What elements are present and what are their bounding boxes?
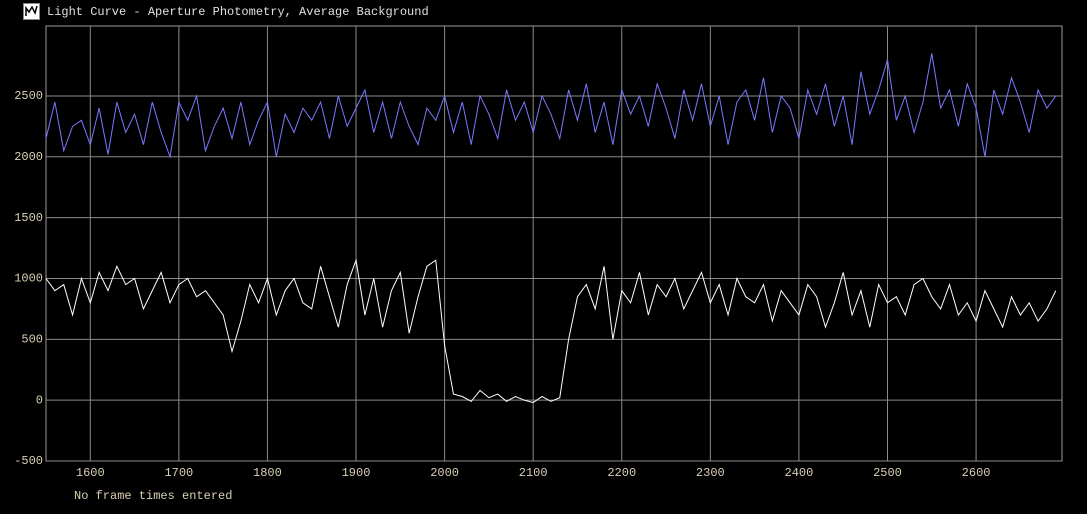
y-tick-label: 500: [21, 332, 43, 346]
x-tick-label: 2400: [785, 466, 814, 480]
light-curve: [45, 258, 1057, 404]
y-tick-label: -500: [14, 454, 43, 468]
chart: No frame times entered -500 0 500 1000 1500 2…: [14, 25, 1063, 503]
x-tick-label: 2000: [430, 466, 459, 480]
x-tick-label: 2500: [873, 466, 902, 480]
window-title: Light Curve - Aperture Photometry, Avera…: [47, 5, 429, 19]
y-tick-label: 2500: [14, 89, 43, 103]
x-tick-label: 1900: [342, 466, 371, 480]
x-tick-label: 1800: [253, 466, 282, 480]
x-tick-label: 2100: [519, 466, 548, 480]
light-curve: [45, 53, 1057, 159]
status-note: No frame times entered: [74, 489, 232, 503]
x-tick-label: 2600: [962, 466, 991, 480]
plot-frame: [45, 25, 1063, 462]
x-tick-label: 1600: [76, 466, 105, 480]
y-tick-label: 1500: [14, 211, 43, 225]
y-tick-label: 1000: [14, 272, 43, 286]
title-bar: Light Curve - Aperture Photometry, Avera…: [0, 0, 1087, 24]
x-tick-label: 1700: [164, 466, 193, 480]
x-tick-label: 2200: [607, 466, 636, 480]
y-tick-label: 0: [36, 393, 43, 407]
y-tick-label: 2000: [14, 150, 43, 164]
x-tick-label: 2300: [696, 466, 725, 480]
app-icon: [23, 3, 40, 20]
